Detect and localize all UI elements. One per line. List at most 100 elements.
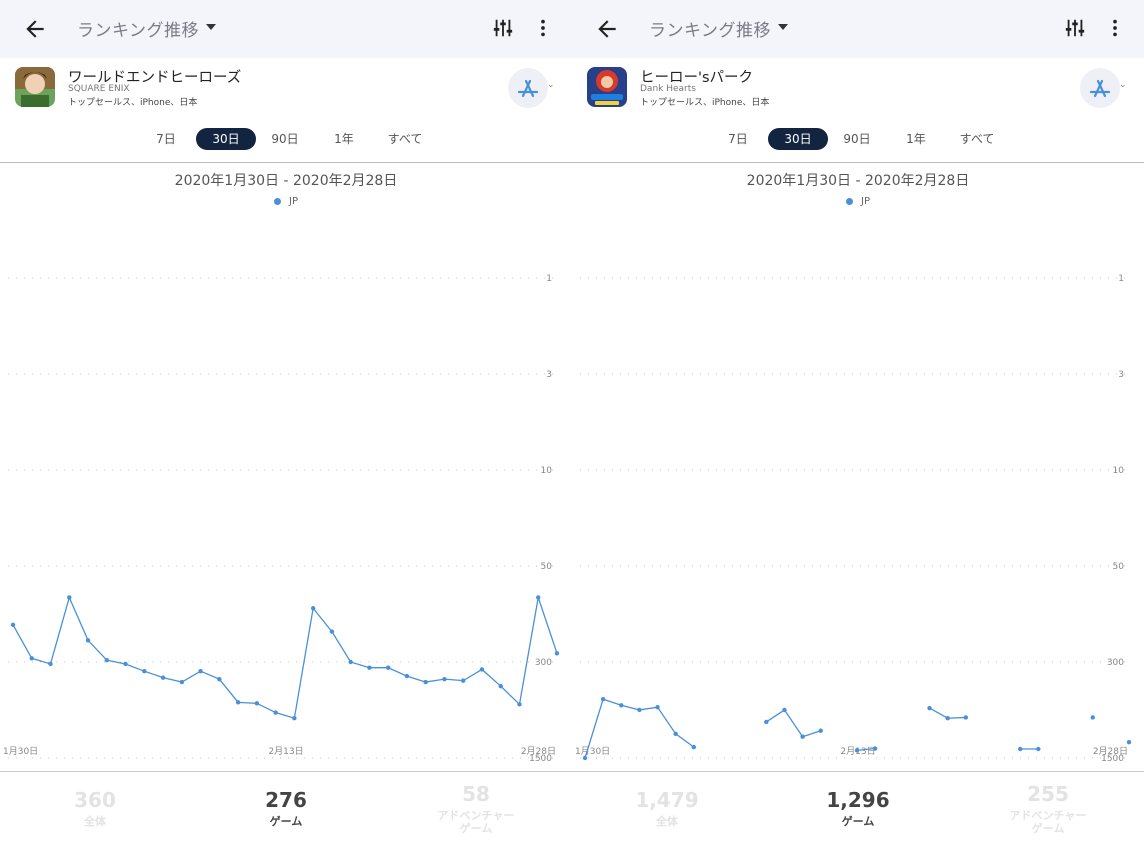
range-1y[interactable]: 1年 (906, 132, 926, 146)
data-point (872, 746, 878, 751)
legend-label: JP (861, 196, 870, 207)
x-tick-label: 2月28日 (1093, 746, 1128, 757)
chevron-down-icon[interactable]: ⌄ (1119, 80, 1127, 90)
range-30d[interactable]: 30日 (768, 128, 828, 150)
more-vert-icon[interactable] (1104, 17, 1126, 39)
stat-label: アドベンチャー ゲーム (1009, 809, 1087, 835)
y-tick-label: 300 (1107, 658, 1124, 668)
data-point (498, 683, 503, 689)
data-point (927, 705, 932, 711)
dropdown-caret-icon[interactable] (778, 24, 788, 30)
app-meta: トップセールス、iPhone、日本 (68, 98, 198, 108)
y-tick-label: 3 (546, 370, 552, 380)
data-point (329, 629, 335, 634)
range-7d[interactable]: 7日 (156, 132, 176, 146)
stat-label: ゲーム (269, 815, 303, 828)
app-name: ワールドエンドヒーローズ (68, 70, 242, 86)
stat-value: 1,296 (826, 788, 890, 812)
app-name: ヒーロー'sパーク (640, 70, 754, 86)
series-line-jp (856, 747, 876, 752)
chart-legend[interactable]: JP (572, 196, 1144, 207)
x-tick-label: 1月30日 (575, 746, 610, 757)
app-store-icon (1089, 79, 1111, 98)
stat-games: 276 ゲーム (211, 785, 361, 828)
y-tick-label: 10 (541, 466, 553, 476)
chart-legend[interactable]: JP (0, 196, 572, 207)
data-point (442, 676, 447, 682)
data-point (292, 716, 297, 721)
range-90d[interactable]: 90日 (843, 132, 871, 146)
data-point (348, 659, 353, 665)
stat-label: ゲーム (841, 815, 875, 828)
data-point (142, 668, 147, 674)
data-point (854, 748, 860, 753)
data-point (123, 661, 128, 667)
data-point (554, 651, 560, 656)
filter-sliders-icon[interactable] (492, 17, 514, 39)
stat-value: 360 (74, 788, 116, 812)
app-store-button[interactable] (1080, 68, 1120, 108)
dropdown-caret-icon[interactable] (206, 24, 216, 30)
stat-label: 全体 (84, 815, 106, 828)
data-point (217, 676, 222, 682)
data-point (1126, 739, 1132, 745)
data-point (691, 744, 696, 750)
panel-right: ランキング推移 ヒーロー'sパーク Dank Hearts トップセールス (572, 0, 1144, 846)
data-point (479, 667, 485, 672)
range-all[interactable]: すべて (959, 132, 995, 146)
stat-adventure: 255 アドベンチャー ゲーム (973, 779, 1123, 835)
page-title[interactable]: ランキング推移 (649, 21, 771, 41)
stat-value: 276 (265, 788, 307, 812)
data-point (10, 622, 16, 628)
data-point (367, 665, 372, 670)
app-icon[interactable] (15, 67, 55, 107)
data-point (764, 719, 769, 725)
filter-sliders-icon[interactable] (1064, 17, 1086, 39)
y-tick-label: 1 (546, 274, 552, 284)
app-store-button[interactable] (508, 68, 548, 108)
data-point (818, 728, 823, 733)
data-point (655, 704, 660, 710)
data-point (582, 755, 588, 761)
chevron-down-icon[interactable]: ⌄ (547, 80, 555, 90)
data-point (673, 731, 678, 737)
data-point (254, 701, 260, 706)
stat-overall: 360 全体 (20, 785, 170, 828)
chart-bottom-border (0, 771, 572, 772)
app-meta: トップセールス、iPhone、日本 (640, 98, 770, 108)
divider (572, 162, 1144, 163)
data-point (461, 678, 466, 683)
data-point (1018, 746, 1023, 752)
range-90d[interactable]: 90日 (271, 132, 299, 146)
page-title[interactable]: ランキング推移 (77, 21, 199, 41)
y-tick-label: 1 (1118, 274, 1124, 284)
app-icon[interactable] (587, 67, 627, 107)
data-point (29, 656, 34, 661)
data-point (1090, 715, 1095, 720)
divider (0, 162, 572, 163)
stat-adventure: 58 アドベンチャー ゲーム (401, 779, 551, 835)
range-1y[interactable]: 1年 (334, 132, 354, 146)
back-arrow-icon[interactable] (22, 16, 48, 42)
back-arrow-icon[interactable] (594, 16, 620, 42)
legend-label: JP (289, 196, 298, 207)
data-point (945, 716, 950, 721)
data-point (1036, 746, 1041, 752)
data-point (517, 702, 522, 707)
range-7d[interactable]: 7日 (728, 132, 748, 146)
legend-dot (274, 197, 281, 205)
stat-label: 全体 (656, 815, 678, 828)
data-point (800, 734, 805, 739)
range-30d[interactable]: 30日 (196, 128, 256, 150)
range-all[interactable]: すべて (387, 132, 423, 146)
stat-games: 1,296 ゲーム (783, 785, 933, 828)
more-vert-icon[interactable] (532, 17, 554, 39)
data-point (235, 700, 241, 705)
app-store-icon (517, 79, 539, 98)
data-point (619, 703, 624, 708)
data-point (637, 707, 642, 713)
data-point (310, 606, 316, 611)
stat-label: アドベンチャー ゲーム (437, 809, 515, 835)
